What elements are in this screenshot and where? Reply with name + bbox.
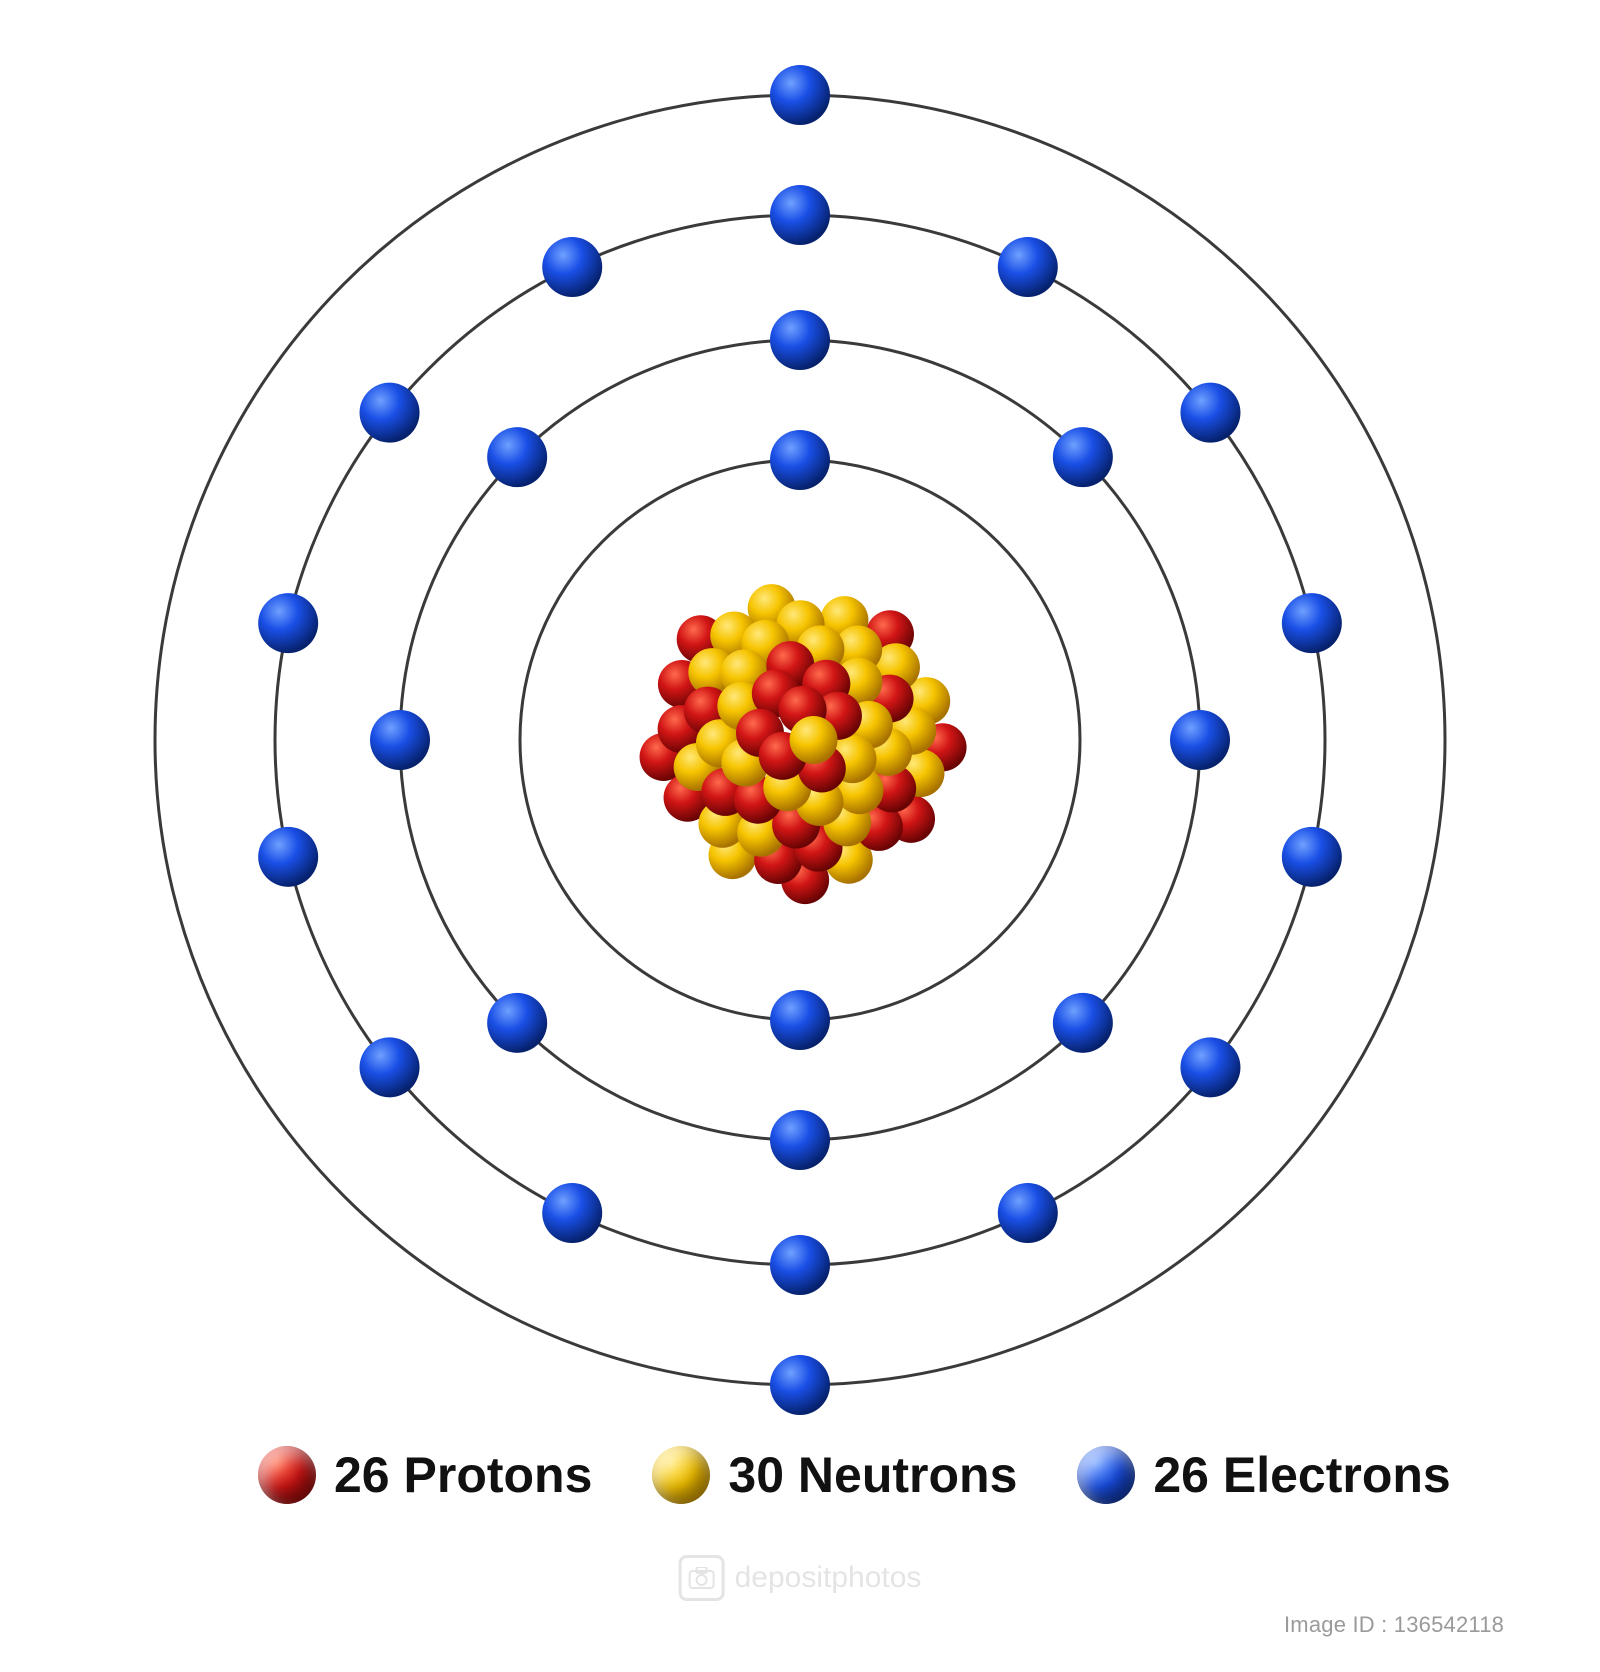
- electron-shell3-2: [998, 237, 1058, 297]
- electron-shell3-1: [770, 185, 830, 245]
- legend-dot-icon: [1077, 1446, 1135, 1504]
- electron-shell3-10: [360, 1037, 420, 1097]
- electron-shell3-14: [542, 237, 602, 297]
- electron-shell3-9: [542, 1183, 602, 1243]
- legend-item-0: 26 Protons: [258, 1446, 592, 1504]
- electron-shell3-13: [360, 383, 420, 443]
- electron-shell3-8: [770, 1235, 830, 1295]
- neutron: [790, 716, 838, 764]
- electron-shell3-6: [1180, 1037, 1240, 1097]
- atom-diagram-stage: 26 Protons 30 Neutrons 26 Electrons deposi…: [0, 0, 1600, 1672]
- electron-shell2-5: [770, 1110, 830, 1170]
- legend-label: 30 Neutrons: [728, 1446, 1017, 1504]
- legend-label: 26 Electrons: [1153, 1446, 1450, 1504]
- legend-item-1: 30 Neutrons: [652, 1446, 1017, 1504]
- electron-shell2-6: [487, 993, 547, 1053]
- electron-shell2-4: [1053, 993, 1113, 1053]
- electron-shell1-2: [770, 990, 830, 1050]
- electron-shell3-3: [1180, 383, 1240, 443]
- legend-dot-icon: [652, 1446, 710, 1504]
- electron-shell2-2: [1053, 427, 1113, 487]
- legend: 26 Protons 30 Neutrons 26 Electrons: [258, 1446, 1451, 1504]
- watermark: depositphotos: [679, 1555, 922, 1601]
- electron-shell4-1: [770, 65, 830, 125]
- camera-icon: [679, 1555, 725, 1601]
- electron-shell4-2: [770, 1355, 830, 1415]
- image-id-caption: Image ID : 136542118: [1284, 1612, 1504, 1638]
- legend-label: 26 Protons: [334, 1446, 592, 1504]
- electron-shell1-1: [770, 430, 830, 490]
- electron-shell3-11: [258, 827, 318, 887]
- electron-shell2-3: [1170, 710, 1230, 770]
- electron-shell2-8: [487, 427, 547, 487]
- electron-shell3-12: [258, 593, 318, 653]
- electron-shell2-7: [370, 710, 430, 770]
- electron-shell3-5: [1282, 827, 1342, 887]
- atom-svg: [0, 0, 1600, 1672]
- electron-shell3-4: [1282, 593, 1342, 653]
- watermark-text: depositphotos: [735, 1561, 922, 1595]
- electron-shell2-1: [770, 310, 830, 370]
- legend-dot-icon: [258, 1446, 316, 1504]
- electron-shell3-7: [998, 1183, 1058, 1243]
- legend-item-2: 26 Electrons: [1077, 1446, 1450, 1504]
